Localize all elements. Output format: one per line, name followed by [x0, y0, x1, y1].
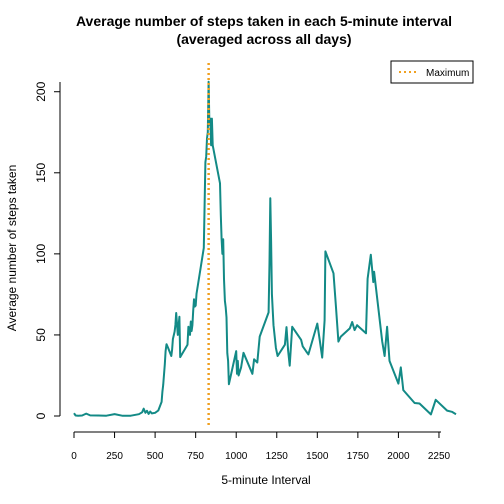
x-tick-label: 2000: [387, 451, 410, 462]
x-tick-label: 2250: [428, 451, 451, 462]
x-tick-label: 1000: [225, 451, 248, 462]
x-tick-label: 250: [106, 451, 123, 462]
x-tick-label: 0: [71, 451, 77, 462]
chart-subtitle: (averaged across all days): [176, 31, 351, 47]
y-tick-label: 50: [34, 328, 48, 342]
x-tick-label: 1500: [306, 451, 329, 462]
x-tick-label: 500: [147, 451, 164, 462]
y-tick-label: 100: [34, 244, 48, 264]
legend: Maximum: [390, 60, 474, 84]
y-axis-label: Average number of steps taken: [5, 165, 19, 332]
y-tick-label: 0: [34, 412, 48, 419]
x-tick-label: 750: [187, 451, 204, 462]
plot-area: [73, 60, 457, 425]
series-line-steps: [73, 80, 457, 417]
x-tick-label: 1250: [266, 451, 289, 462]
chart-title: Average number of steps taken in each 5-…: [76, 13, 452, 29]
y-tick-label: 200: [34, 81, 48, 101]
x-axis-ticks: 0 250 500 750 1000 1250 1500 1750 2000 2250: [71, 432, 451, 462]
legend-box: [390, 60, 474, 84]
y-tick-label: 150: [34, 162, 48, 182]
y-axis-ticks: 0 50 100 150 200: [34, 81, 60, 419]
legend-entry-maximum: Maximum: [426, 68, 469, 79]
x-tick-label: 1750: [347, 451, 370, 462]
x-axis-label: 5-minute Interval: [221, 473, 310, 487]
